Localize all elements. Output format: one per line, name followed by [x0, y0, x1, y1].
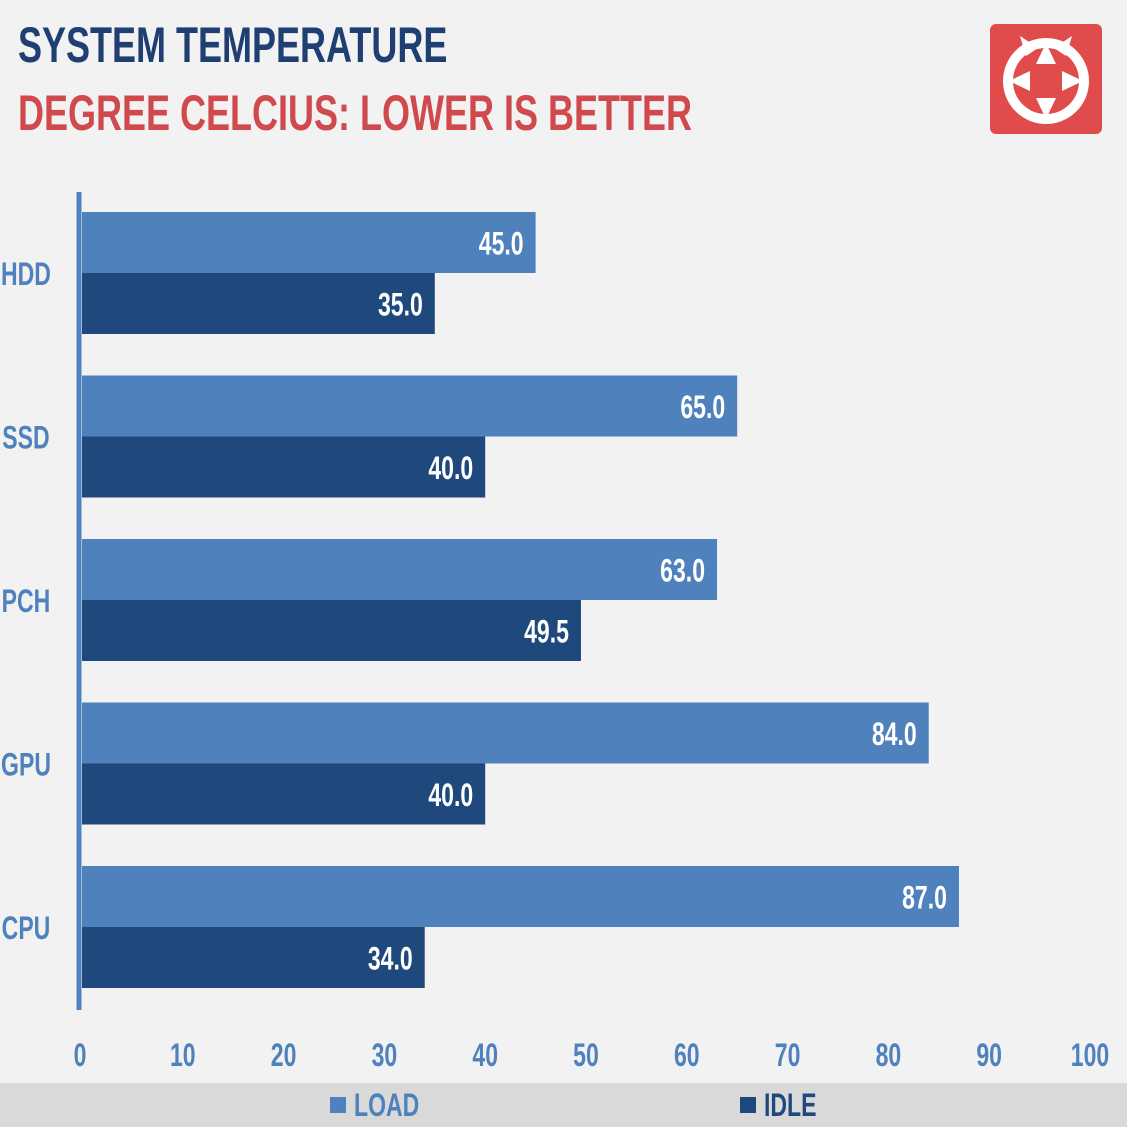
- legend-swatch-idle: [740, 1097, 756, 1113]
- bar-load-hdd: [82, 212, 536, 273]
- chart-subtitle: DEGREE CELCIUS: LOWER IS BETTER: [18, 85, 693, 141]
- legend-label-idle: IDLE: [764, 1086, 817, 1123]
- bar-load-gpu: [82, 702, 929, 764]
- data-label-load-ssd: 65.0: [680, 389, 725, 425]
- x-tick-label-70: 70: [775, 1037, 801, 1073]
- data-label-load-hdd: 45.0: [479, 226, 524, 262]
- data-label-idle-pch: 49.5: [524, 614, 569, 650]
- data-label-idle-gpu: 40.0: [428, 777, 473, 813]
- category-label-pch: PCH: [2, 583, 51, 619]
- x-tick-label-50: 50: [573, 1037, 599, 1073]
- legend-item-load: LOAD: [330, 1086, 445, 1123]
- data-label-idle-hdd: 35.0: [378, 287, 423, 323]
- category-label-gpu: GPU: [1, 747, 51, 783]
- x-tick-label-20: 20: [271, 1037, 297, 1073]
- camera-aperture-icon: [990, 24, 1102, 134]
- bar-idle-pch: [82, 600, 581, 661]
- category-label-hdd: HDD: [1, 256, 51, 292]
- bar-idle-cpu: [82, 927, 425, 988]
- logo-graphic: [1003, 36, 1089, 124]
- x-tick-label-40: 40: [472, 1037, 498, 1073]
- x-tick-label-90: 90: [976, 1037, 1002, 1073]
- data-label-load-pch: 63.0: [660, 553, 705, 589]
- bar-idle-gpu: [82, 763, 486, 825]
- legend-swatch-load: [330, 1097, 346, 1113]
- legend-background: [0, 1083, 1127, 1127]
- chart-title: SYSTEM TEMPERATURE: [18, 17, 448, 73]
- legend-label-load: LOAD: [354, 1086, 420, 1123]
- bar-idle-hdd: [82, 273, 435, 334]
- data-label-idle-ssd: 40.0: [428, 450, 473, 486]
- x-tick-label-30: 30: [372, 1037, 398, 1073]
- data-label-idle-cpu: 34.0: [368, 941, 413, 977]
- data-label-load-cpu: 87.0: [902, 880, 947, 916]
- x-tick-label-80: 80: [876, 1037, 902, 1073]
- category-label-cpu: CPU: [2, 910, 51, 946]
- bar-load-ssd: [82, 375, 738, 437]
- bar-load-pch: [82, 539, 718, 600]
- data-label-load-gpu: 84.0: [872, 716, 917, 752]
- x-tick-label-60: 60: [674, 1037, 700, 1073]
- x-tick-label-10: 10: [170, 1037, 196, 1073]
- x-tick-label-100: 100: [1071, 1037, 1109, 1073]
- bar-idle-ssd: [82, 436, 486, 498]
- bar-load-cpu: [82, 866, 959, 927]
- category-label-ssd: SSD: [2, 420, 49, 456]
- legend-item-idle: IDLE: [740, 1086, 837, 1123]
- x-tick-label-0: 0: [74, 1037, 87, 1073]
